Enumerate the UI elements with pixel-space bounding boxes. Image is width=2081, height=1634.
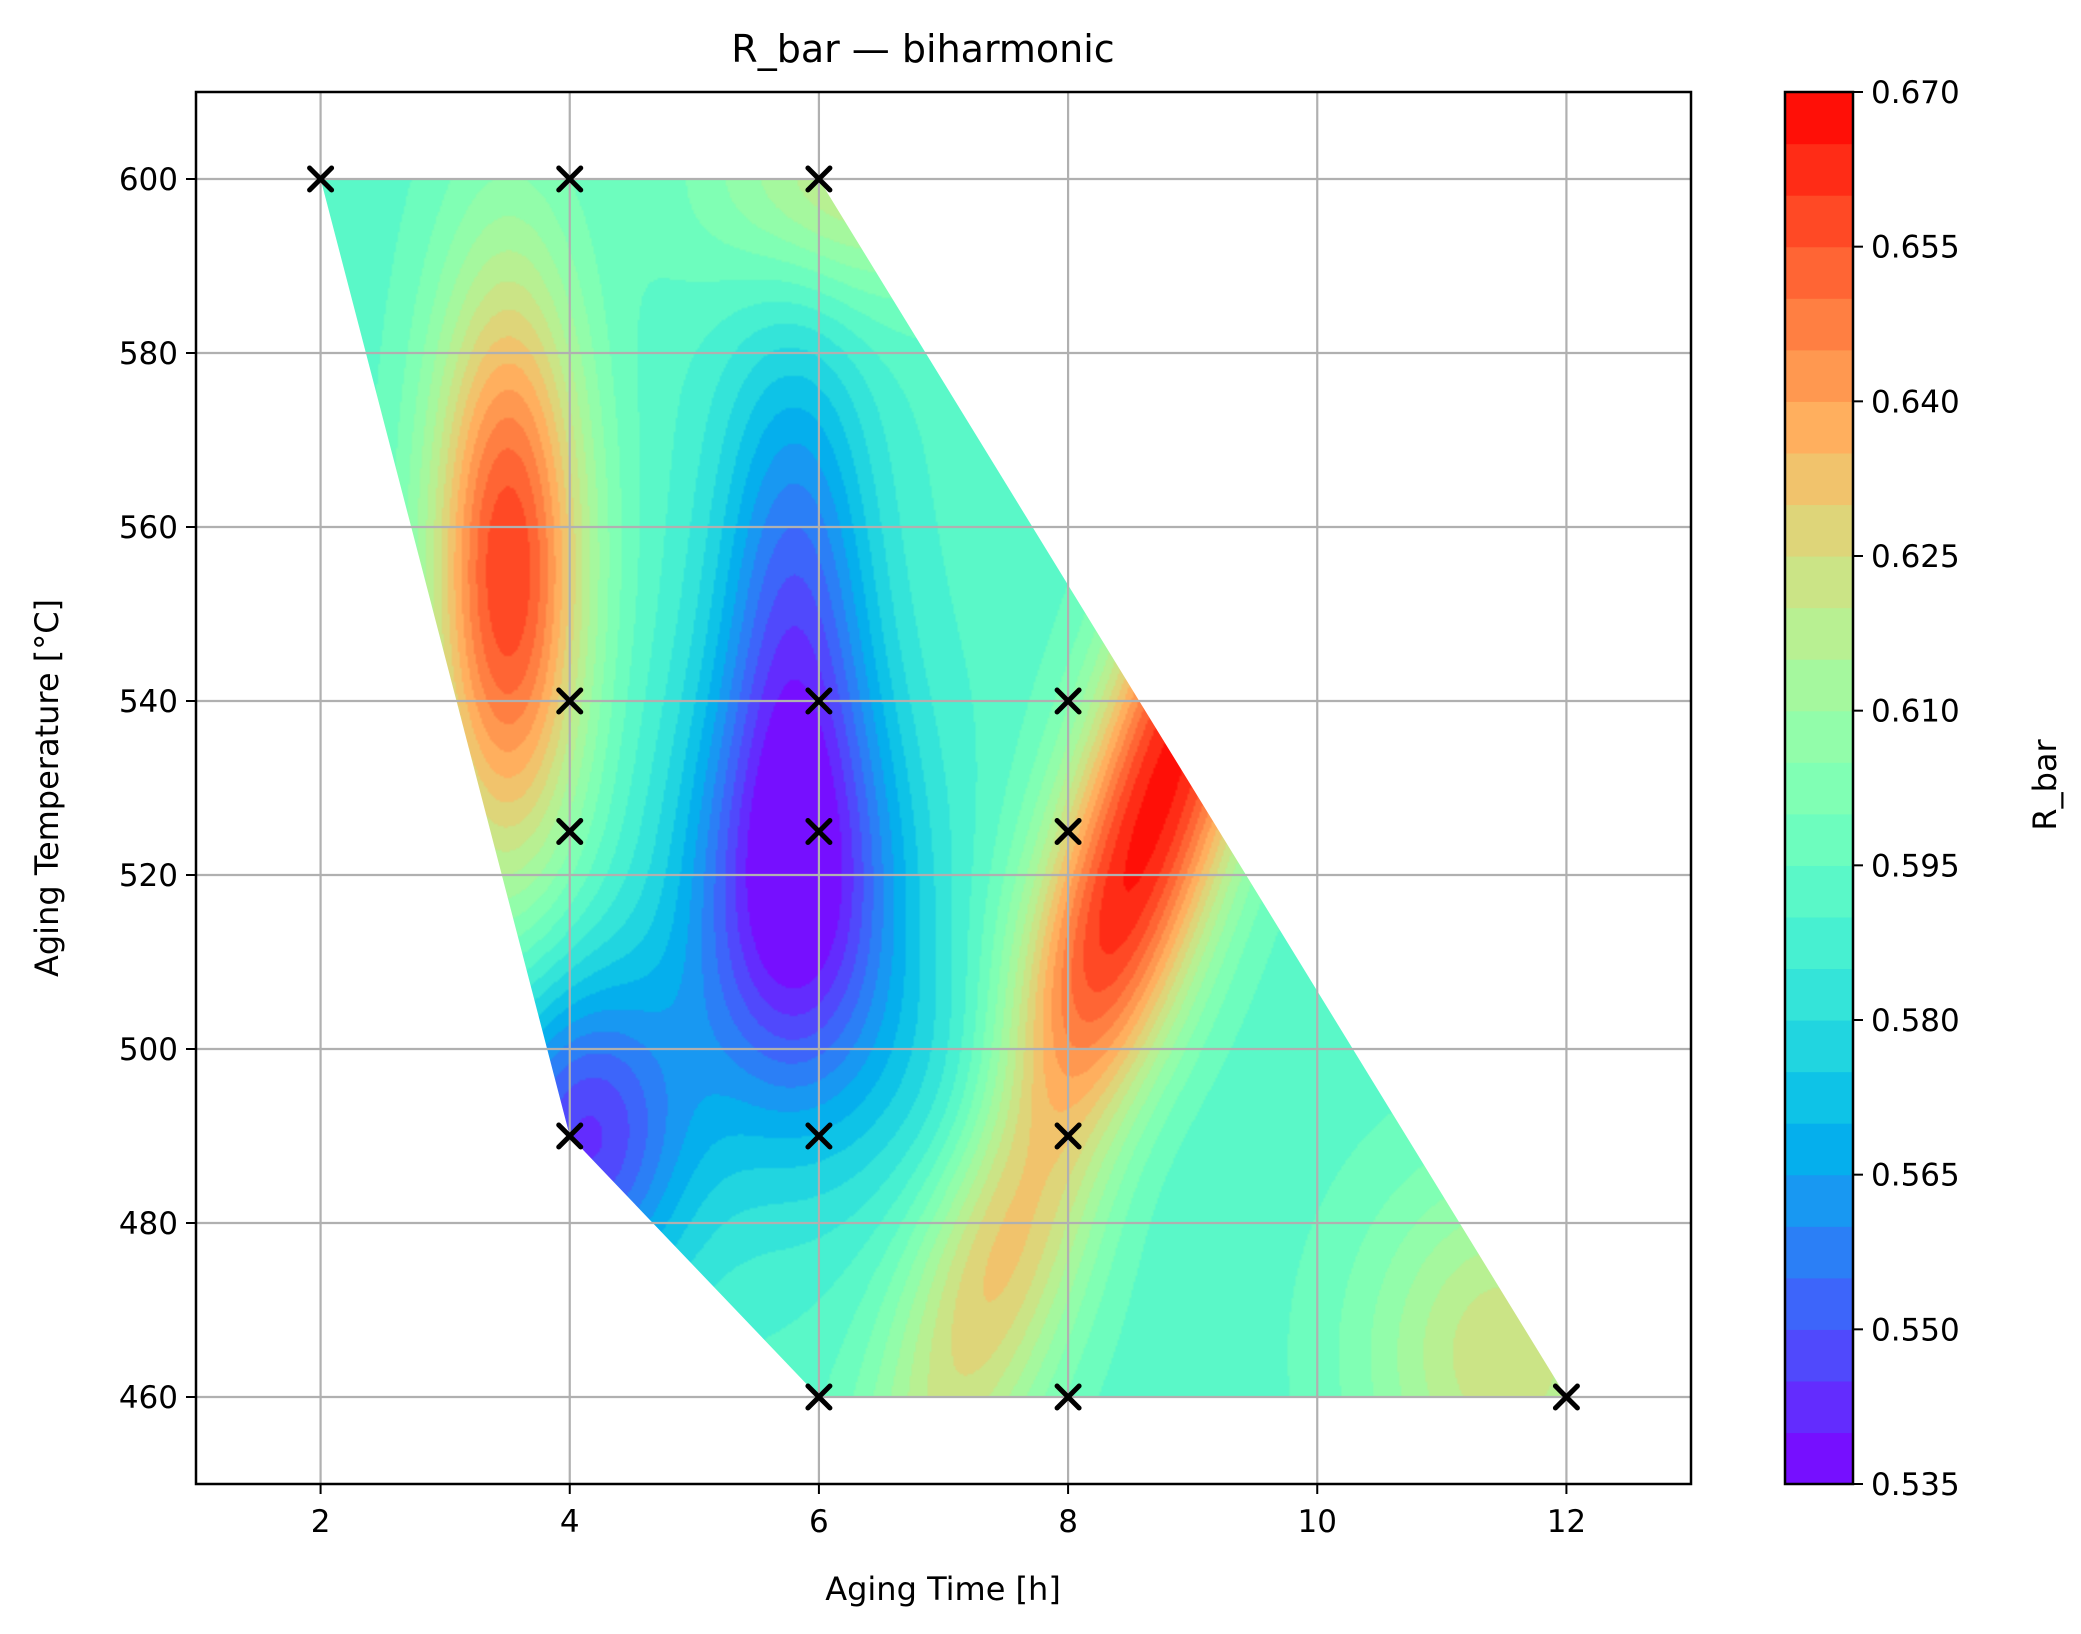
colorbar-band: [1785, 504, 1853, 557]
colorbar-band: [1785, 401, 1853, 454]
y-tick-label: 580: [119, 336, 178, 372]
sample-marker: [1054, 1122, 1082, 1150]
colorbar-tick-label: 0.550: [1871, 1312, 1960, 1348]
colorbar-tick-label: 0.535: [1871, 1467, 1960, 1503]
sample-marker: [556, 165, 584, 193]
colorbar-band: [1785, 710, 1853, 763]
sample-marker: [1054, 818, 1082, 845]
sample-marker: [1054, 687, 1082, 715]
sample-markers: [307, 165, 1580, 1411]
y-tick-label: 480: [119, 1206, 178, 1242]
colorbar-tick-label: 0.655: [1871, 230, 1960, 266]
colorbar-band: [1785, 195, 1853, 248]
colorbar-band: [1785, 762, 1853, 815]
colorbar-band: [1785, 968, 1853, 1021]
colorbar-band: [1785, 246, 1853, 299]
colorbar-band: [1785, 1277, 1853, 1330]
x-tick-label: 12: [1547, 1504, 1586, 1540]
y-tick-label: 460: [119, 1380, 178, 1416]
sample-marker: [307, 165, 335, 193]
colorbar-band: [1785, 916, 1853, 970]
x-tick-label: 10: [1298, 1504, 1337, 1540]
colorbar-band: [1785, 1123, 1853, 1176]
colorbar-band: [1785, 298, 1853, 351]
axes-frame: [194, 90, 1693, 1486]
y-axis-ticks: 460 480 500 520 540 560 580 600: [119, 162, 196, 1416]
colorbar-tick-label: 0.640: [1871, 384, 1960, 420]
sample-marker: [805, 1122, 833, 1150]
y-axis-label: Aging Temperature [°C]: [28, 599, 66, 977]
colorbar-band: [1785, 349, 1853, 402]
colorbar: [1785, 92, 1853, 1485]
sample-marker: [556, 1122, 584, 1150]
y-tick-label: 560: [119, 510, 178, 546]
sample-marker: [1552, 1383, 1580, 1411]
colorbar-band: [1785, 813, 1853, 866]
y-tick-label: 540: [119, 684, 178, 720]
x-tick-label: 4: [560, 1504, 580, 1540]
sample-marker: [805, 1383, 833, 1411]
sample-marker: [556, 818, 584, 845]
colorbar-label: R_bar: [2026, 739, 2064, 831]
x-tick-label: 8: [1058, 1504, 1078, 1540]
colorbar-tick-label: 0.595: [1871, 848, 1960, 884]
colorbar-band: [1785, 1020, 1853, 1073]
colorbar-ticks: 0.535 0.550 0.565 0.580 0.595 0.610 0.625 0.640…: [1853, 75, 1960, 1503]
colorbar-tick-label: 0.670: [1871, 75, 1960, 111]
sample-marker: [805, 818, 833, 845]
grid: [196, 92, 1691, 1484]
colorbar-band: [1785, 1380, 1853, 1434]
sample-marker: [556, 687, 584, 715]
x-axis-label: Aging Time [h]: [825, 1570, 1061, 1608]
y-tick-label: 600: [119, 162, 178, 198]
colorbar-band: [1785, 659, 1853, 712]
colorbar-band: [1785, 556, 1853, 609]
colorbar-band: [1785, 865, 1853, 918]
colorbar-band: [1785, 607, 1853, 660]
sample-marker: [805, 687, 833, 715]
colorbar-tick-label: 0.565: [1871, 1158, 1960, 1194]
colorbar-tick-label: 0.610: [1871, 694, 1960, 730]
colorbar-band: [1785, 1329, 1853, 1382]
chart-title: R_bar — biharmonic: [731, 27, 1114, 71]
contour-field: [320, 179, 1567, 1397]
colorbar-band: [1785, 1226, 1853, 1279]
y-tick-label: 500: [119, 1032, 178, 1068]
x-tick-label: 2: [311, 1504, 331, 1540]
colorbar-band: [1785, 143, 1853, 196]
colorbar-tick-label: 0.580: [1871, 1003, 1960, 1039]
sample-marker: [1054, 1383, 1082, 1411]
colorbar-tick-label: 0.625: [1871, 539, 1960, 575]
colorbar-frame: [1783, 90, 1855, 1486]
x-axis-ticks: 2 4 6 8 10 12: [311, 1484, 1586, 1540]
colorbar-band: [1785, 1071, 1853, 1124]
colorbar-band: [1785, 92, 1853, 145]
colorbar-band: [1785, 1174, 1853, 1227]
colorbar-band: [1785, 1432, 1853, 1485]
sample-marker: [805, 165, 833, 193]
x-tick-label: 6: [809, 1504, 829, 1540]
colorbar-band: [1785, 452, 1853, 506]
y-tick-label: 520: [119, 858, 178, 894]
